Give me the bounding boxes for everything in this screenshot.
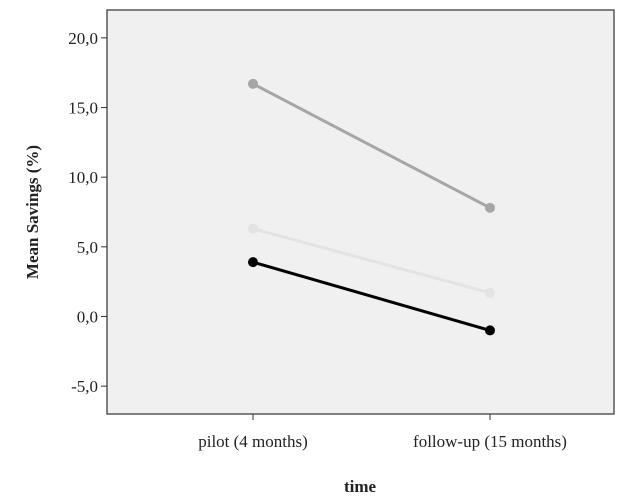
y-tick-label: -5,0 [71,377,98,396]
y-tick-label: 15,0 [68,99,98,118]
series-line-1 [252,82,491,210]
series-layer [248,78,495,336]
x-tick-label: pilot (4 months) [198,432,308,451]
data-point [485,287,495,298]
series-line-2 [252,227,491,295]
data-point [248,257,258,268]
data-point [485,202,495,213]
y-tick-label: 20,0 [68,29,98,48]
data-point [248,223,258,234]
y-tick-label: 0,0 [77,307,98,326]
data-point [485,325,495,336]
x-tick-label: follow-up (15 months) [413,432,567,451]
y-tick-label: 10,0 [68,168,98,187]
y-axis-title: Mean Savings (%) [23,145,42,279]
y-tick-label: 5,0 [77,238,98,257]
data-point [248,78,258,89]
x-axis: pilot (4 months) follow-up (15 months) [198,414,567,451]
y-axis: -5,0 0,0 5,0 10,0 15,0 20,0 [68,29,107,396]
plot-area [106,9,615,415]
x-axis-title: time [344,477,377,496]
series-line-3 [252,260,491,332]
